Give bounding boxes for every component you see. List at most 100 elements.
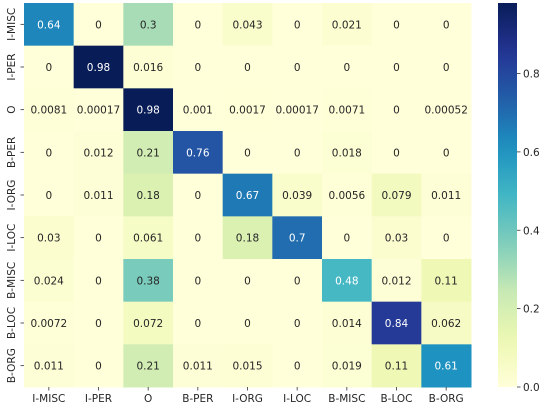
cell-value-label: 0.11: [434, 275, 457, 287]
heatmap-cell-o-b-misc: [322, 88, 373, 132]
cell-value-label: 0: [343, 233, 350, 245]
cell-value-label: 0: [443, 62, 450, 74]
heatmap-cell-o-i-org: [222, 88, 273, 132]
heatmap-cell-i-misc-i-org: [222, 3, 273, 47]
cell-value-label: 0.0056: [328, 190, 365, 202]
cell-value-label: 0: [194, 275, 201, 287]
cell-value-label: 0.64: [37, 19, 61, 31]
cell-value-label: 0.0071: [328, 105, 365, 117]
heatmap-cell-i-loc-i-per: [73, 216, 124, 260]
heatmap-cell-i-per-i-loc: [272, 45, 323, 89]
cell-value-label: 0.012: [83, 147, 113, 159]
cell-value-label: 0.001: [183, 105, 213, 117]
heatmap-cell-i-loc-i-org: [222, 216, 273, 260]
heatmap-cell-i-per-o: [123, 45, 174, 89]
heatmap-cell-i-org-b-loc: [371, 173, 422, 217]
heatmap-cell-i-misc-i-loc: [272, 3, 323, 47]
cell-value-label: 0: [294, 361, 301, 373]
heatmap-cell-b-org-b-misc: [322, 344, 373, 388]
cell-value-label: 0.03: [385, 233, 408, 245]
cell-value-label: 0.0072: [30, 318, 67, 330]
heatmap-cell-b-org-i-org: [222, 344, 273, 388]
cell-value-label: 0.014: [332, 318, 362, 330]
cell-value-label: 0: [194, 19, 201, 31]
cell-value-label: 0.84: [385, 318, 409, 330]
y-tick-label-o: O: [6, 106, 18, 114]
y-tick-label-i-loc: I-LOC: [6, 224, 18, 252]
cell-value-label: 0.012: [381, 275, 411, 287]
cell-value-label: 0.0017: [229, 105, 266, 117]
heatmap-cell-b-loc-b-per: [173, 301, 224, 345]
cell-value-label: 0.016: [133, 62, 163, 74]
x-tick-label-o: O: [144, 393, 152, 405]
cell-value-label: 0: [95, 19, 102, 31]
heatmap-cell-i-loc-b-loc: [371, 216, 422, 260]
heatmap-cell-b-org-i-misc: [24, 344, 75, 388]
heatmap-cell-i-misc-b-per: [173, 3, 224, 47]
heatmap-cell-b-per-i-loc: [272, 131, 323, 175]
heatmap-cell-b-misc-b-org: [421, 259, 472, 303]
x-tick-label-b-org: B-ORG: [429, 393, 464, 405]
heatmap-cell-i-org-i-loc: [272, 173, 323, 217]
heatmap-cell-i-org-b-misc: [322, 173, 373, 217]
cell-value-label: 0.38: [136, 275, 159, 287]
cell-value-label: 0.011: [431, 190, 461, 202]
x-tick-label-i-org: I-ORG: [232, 393, 263, 405]
heatmap-cell-b-per-i-per: [73, 131, 124, 175]
heatmap-cell-o-o: [123, 88, 174, 132]
y-tick-label-i-misc: I-MISC: [6, 8, 18, 41]
cell-value-label: 0.072: [133, 318, 163, 330]
heatmap-cell-i-per-i-org: [222, 45, 273, 89]
heatmap-cell-i-org-i-org: [222, 173, 273, 217]
y-tick-label-b-loc: B-LOC: [6, 307, 18, 339]
cell-value-label: 0.03: [37, 233, 60, 245]
cell-value-label: 0.011: [83, 190, 113, 202]
heatmap-cell-b-per-o: [123, 131, 174, 175]
cell-value-label: 0: [294, 62, 301, 74]
heatmap-cell-b-per-b-per: [173, 131, 224, 175]
y-tick-label-b-org: B-ORG: [6, 348, 18, 383]
heatmap-cell-i-per-b-org: [421, 45, 472, 89]
heatmap-cell-b-loc-i-org: [222, 301, 273, 345]
x-tick-label-b-loc: B-LOC: [380, 393, 412, 405]
colorbar-tick-label: 0.8: [523, 69, 540, 81]
heatmap-cell-b-org-b-per: [173, 344, 224, 388]
x-tick-label-i-loc: I-LOC: [283, 393, 311, 405]
cell-value-label: 0: [393, 147, 400, 159]
heatmap-cell-b-org-b-org: [421, 344, 472, 388]
heatmap-cell-b-misc-o: [123, 259, 174, 303]
cell-value-label: 0.48: [335, 275, 358, 287]
heatmap-cell-b-misc-i-org: [222, 259, 273, 303]
x-tick-label-b-misc: B-MISC: [328, 393, 365, 405]
heatmap-cell-i-misc-b-misc: [322, 3, 373, 47]
y-tick-label-b-per: B-PER: [6, 137, 18, 168]
heatmap-cell-i-org-o: [123, 173, 174, 217]
heatmap-cell-i-org-i-misc: [24, 173, 75, 217]
heatmap-cell-b-misc-i-per: [73, 259, 124, 303]
cell-value-label: 0.011: [183, 361, 213, 373]
cell-value-label: 0.11: [385, 361, 408, 373]
y-tick-label-b-misc: B-MISC: [6, 262, 18, 299]
heatmap-cell-b-per-i-misc: [24, 131, 75, 175]
heatmap-cell-i-per-i-per: [73, 45, 124, 89]
cell-value-label: 0.011: [34, 361, 64, 373]
cell-value-label: 0: [194, 318, 201, 330]
cell-value-label: 0: [294, 147, 301, 159]
x-tick-label-i-misc: I-MISC: [32, 393, 65, 405]
cell-value-label: 0.021: [332, 19, 362, 31]
cell-value-label: 0: [443, 19, 450, 31]
heatmap-cell-o-i-misc: [24, 88, 75, 132]
heatmap-cell-i-org-b-org: [421, 173, 472, 217]
heatmap-cell-o-b-loc: [371, 88, 422, 132]
colorbar-gradient: [498, 3, 517, 387]
cell-value-label: 0.062: [431, 318, 461, 330]
cell-value-label: 0.61: [434, 361, 457, 373]
cell-value-label: 0: [244, 275, 251, 287]
heatmap-cell-i-misc-b-loc: [371, 3, 422, 47]
cell-value-label: 0.00052: [424, 105, 467, 117]
x-tick-label-b-per: B-PER: [182, 393, 213, 405]
heatmap-cell-i-misc-i-misc: [24, 3, 75, 47]
heatmap-cells: 0.64 0 0.3 0 0.043 0 0.021 0 0 0 0.98 0.016 0 0 0 0 0 0 0.…: [24, 3, 472, 388]
colorbar: 0.0 0.2 0.4 0.6 0.8: [498, 3, 540, 394]
